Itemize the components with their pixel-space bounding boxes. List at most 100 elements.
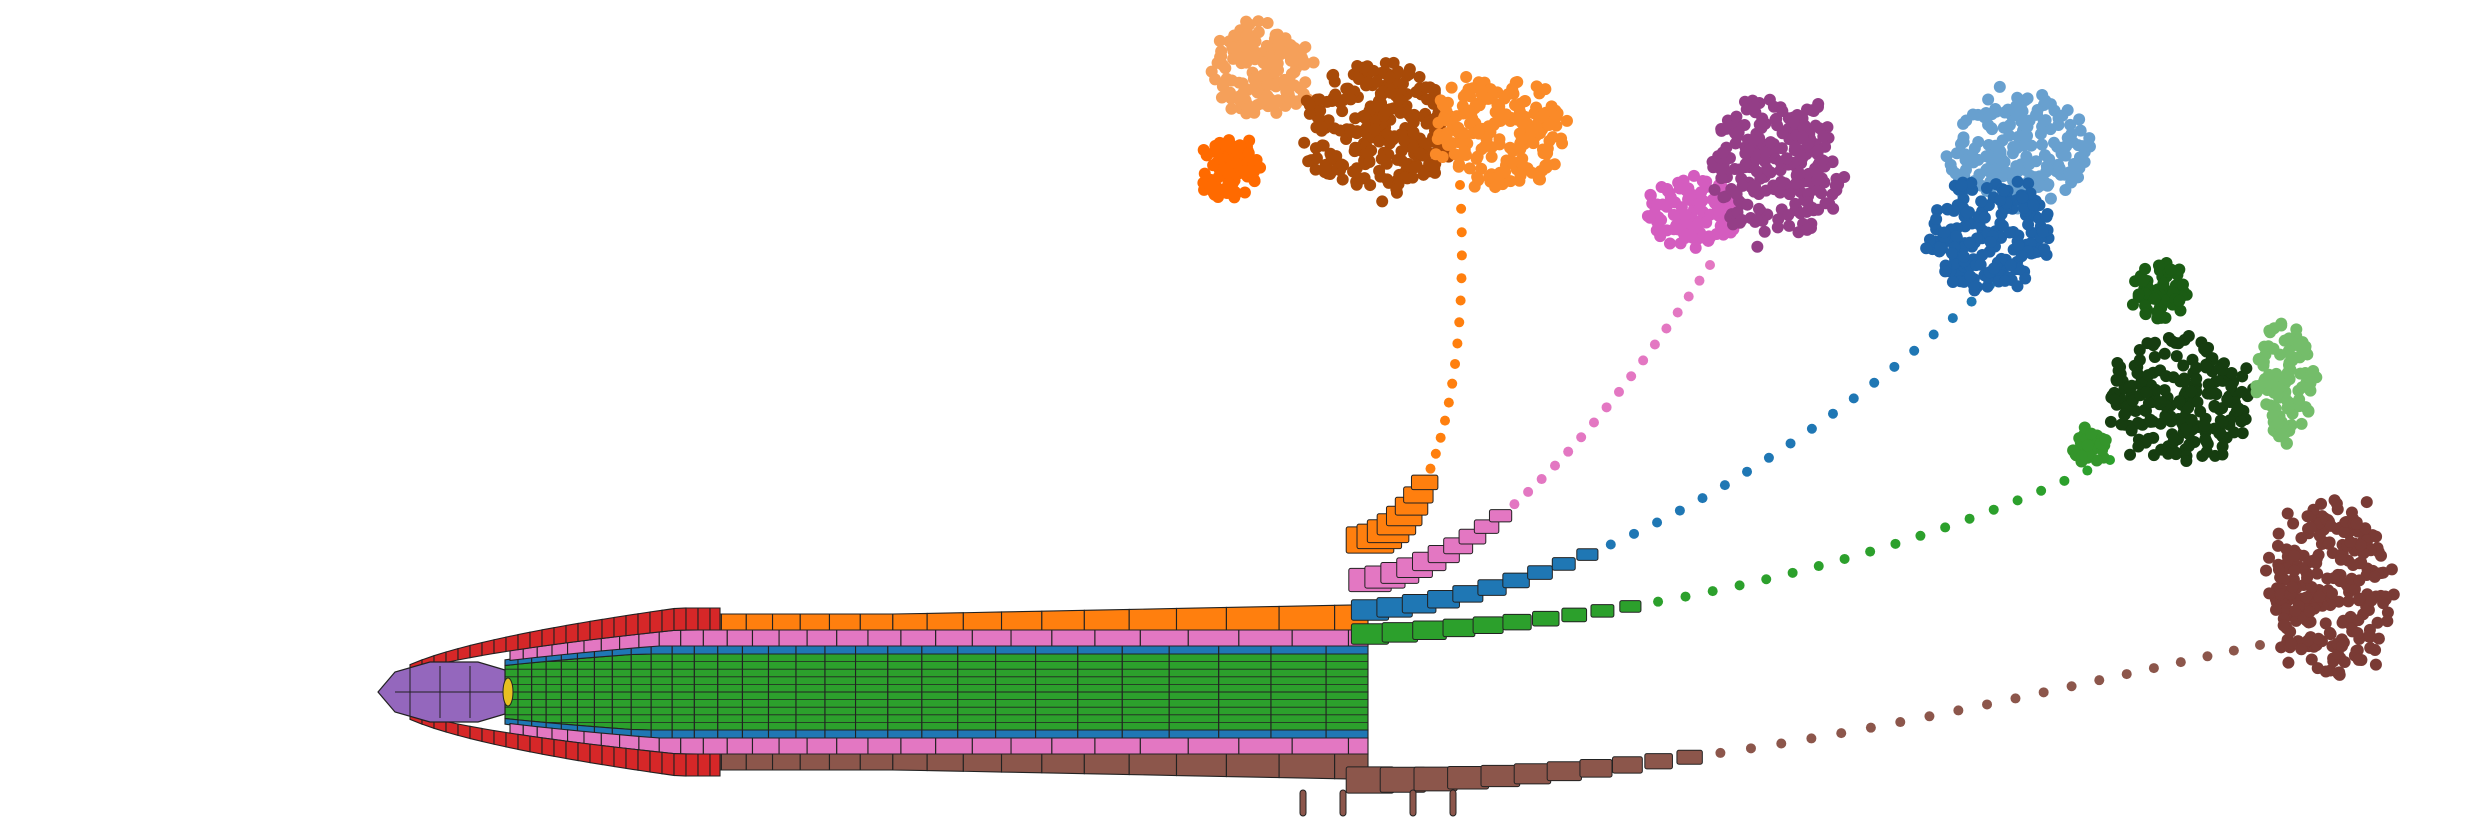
cluster-point <box>2131 367 2144 380</box>
endodermis-cell <box>778 737 808 755</box>
cluster-point <box>1321 95 1334 108</box>
cluster-point <box>1663 237 1676 250</box>
cluster-point <box>2365 594 2378 607</box>
cluster-point <box>2232 402 2245 415</box>
pericycle-cell <box>767 645 797 655</box>
cluster-point <box>2176 278 2189 291</box>
cortex-cell <box>745 613 774 631</box>
cluster-point <box>2257 359 2270 372</box>
epidermis-cell <box>859 753 894 771</box>
cluster-point <box>1729 137 1742 150</box>
stele-cell <box>576 691 595 728</box>
pericycle-trajectory-dot <box>1947 313 1958 324</box>
endodermis-trajectory-dot <box>1661 323 1672 334</box>
cluster-point <box>2272 527 2285 540</box>
cluster-point <box>2299 343 2312 356</box>
stele-cell <box>671 653 695 693</box>
cluster-point <box>2173 263 2186 276</box>
cluster-point <box>2216 448 2229 461</box>
cluster-point <box>1310 121 1323 134</box>
cluster-point <box>2271 539 2284 552</box>
cluster-point <box>2285 350 2298 363</box>
cluster-point <box>2180 454 2193 467</box>
cluster-point <box>2200 445 2213 458</box>
epidermis-trajectory-dot <box>2202 651 2213 662</box>
cluster-point <box>1350 127 1363 140</box>
stele-trajectory-dot <box>1680 591 1691 602</box>
endodermis-cell <box>1187 629 1240 647</box>
pericycle-cell <box>795 729 826 739</box>
cluster-point <box>2333 666 2346 679</box>
stele-cell <box>854 653 889 693</box>
pericycle-cell <box>693 729 719 739</box>
cluster-point <box>2076 140 2089 153</box>
cluster-point <box>1994 194 2007 207</box>
cluster-point <box>1955 179 1968 192</box>
stele-cell <box>824 691 857 731</box>
cluster-point <box>2273 430 2286 443</box>
cluster-point <box>1527 137 1540 150</box>
stele-trajectory-cell <box>1590 604 1615 618</box>
cluster-point <box>1984 235 1997 248</box>
cluster-point <box>1482 120 1495 133</box>
cluster-point <box>1441 138 1454 151</box>
cluster-point <box>1643 211 1656 224</box>
cluster-point <box>1396 154 1409 167</box>
cluster-point <box>2322 537 2335 550</box>
cluster-point <box>1324 147 1337 160</box>
cluster-point <box>2139 307 2152 320</box>
cluster-point <box>2039 94 2052 107</box>
cluster-point <box>1424 81 1437 94</box>
cluster-point <box>2326 547 2339 560</box>
endodermis-trajectory-dot <box>1523 486 1534 497</box>
cluster-point <box>1938 226 1951 239</box>
cluster-point <box>1270 64 1283 77</box>
cluster-point <box>1408 161 1421 174</box>
cortex-cell <box>1175 606 1227 631</box>
cluster-point <box>2310 557 2323 570</box>
cluster-point <box>1297 55 1310 68</box>
cluster-point <box>2334 553 2347 566</box>
cluster-point <box>1413 147 1426 160</box>
endodermis-cell <box>778 629 808 647</box>
cluster-point <box>1660 224 1673 237</box>
cluster-point <box>1944 158 1957 171</box>
stele-cell <box>611 691 632 731</box>
pericycle-cell <box>854 729 889 739</box>
root-cap-cell <box>493 636 507 655</box>
cluster-point <box>1749 180 1762 193</box>
stele-cell <box>921 653 959 693</box>
endodermis-cell <box>658 629 682 647</box>
pericycle-cell <box>1270 645 1327 655</box>
root-cap-cell <box>673 753 687 777</box>
cluster-point <box>2016 191 2029 204</box>
cluster-point <box>2324 628 2337 641</box>
cluster-point <box>1421 93 1434 106</box>
cluster-point <box>1309 163 1322 176</box>
stele-cell <box>630 653 652 693</box>
cluster-point <box>2324 519 2337 532</box>
endodermis-cell <box>1139 737 1189 755</box>
cluster-point <box>1541 142 1554 155</box>
epidermis-trajectory-dot <box>1895 717 1906 728</box>
cluster-point <box>1238 186 1251 199</box>
cluster-point <box>2289 604 2302 617</box>
endodermis-cell <box>726 629 754 647</box>
cluster-point <box>2295 417 2308 430</box>
cortex-cell <box>1278 604 1336 631</box>
root-cap-cell <box>469 641 483 659</box>
cortex-cell <box>1083 608 1130 631</box>
cluster-point <box>2022 218 2035 231</box>
cluster-point <box>1277 46 1290 59</box>
root-cap-cell <box>637 749 651 773</box>
stele-trajectory-cell <box>1532 610 1560 627</box>
cluster-point <box>1243 18 1256 31</box>
cluster-point <box>2016 104 2029 117</box>
pericycle-trajectory-dot <box>1869 377 1880 388</box>
stele-trajectory-dot <box>1890 538 1901 549</box>
cluster-point <box>2053 162 2066 175</box>
cluster-point <box>1223 186 1236 199</box>
cluster-point <box>2198 419 2211 432</box>
epidermis-trajectory-dot <box>2148 663 2159 674</box>
cluster-point <box>2371 616 2384 629</box>
